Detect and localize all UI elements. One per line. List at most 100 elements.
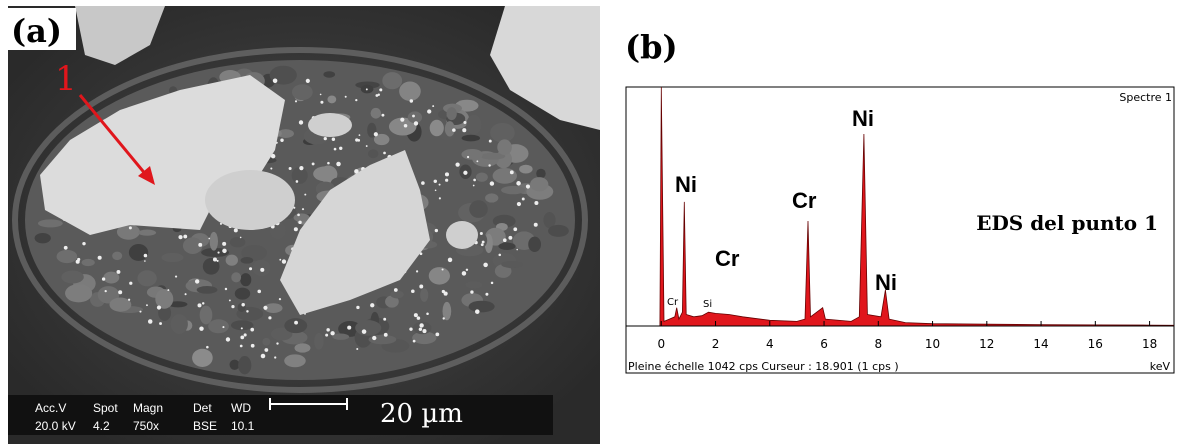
speck [311, 162, 315, 166]
speck [503, 238, 507, 243]
grain [332, 333, 350, 340]
speck [231, 305, 235, 309]
speck [452, 128, 456, 132]
speck [331, 137, 336, 141]
speck [156, 305, 162, 310]
spectrum-line [659, 86, 1175, 327]
grain [492, 167, 517, 184]
speck [462, 128, 467, 133]
speck [326, 328, 330, 332]
speck [336, 161, 341, 167]
speck [441, 268, 444, 271]
speck [525, 184, 531, 189]
grain [412, 331, 437, 345]
grain [390, 290, 404, 299]
speck [101, 277, 106, 281]
scale-label: 20 µm [380, 399, 463, 429]
grain [270, 327, 293, 341]
speck [239, 344, 243, 348]
speck [104, 290, 107, 293]
speck [370, 303, 375, 308]
speck [534, 200, 539, 205]
speck [288, 166, 292, 171]
speck [147, 319, 153, 324]
speck [421, 181, 425, 185]
speck [304, 193, 307, 196]
grain [230, 320, 254, 331]
speck [240, 335, 245, 340]
grain [429, 119, 444, 137]
grain [202, 257, 220, 275]
grain [367, 149, 379, 159]
speck [159, 322, 162, 325]
speck [276, 342, 279, 345]
grain [469, 200, 488, 218]
speck [240, 327, 243, 330]
speck [490, 281, 494, 285]
speck [476, 160, 479, 163]
grain [161, 252, 184, 263]
speck [280, 138, 284, 142]
speck [260, 267, 265, 272]
note: EDS del punto 1 [976, 211, 1158, 235]
speck [323, 136, 327, 141]
speck [409, 327, 413, 331]
grain [407, 111, 423, 124]
grain [61, 270, 84, 284]
speck [294, 100, 298, 103]
speck [415, 270, 419, 273]
speck [225, 337, 231, 342]
speck [217, 251, 220, 254]
speck [461, 271, 467, 276]
grain [323, 71, 336, 78]
speck [222, 248, 227, 254]
speck [183, 234, 188, 239]
speck [325, 333, 329, 337]
speck [233, 228, 238, 233]
speck [379, 88, 383, 92]
speck [445, 178, 449, 182]
speck [199, 326, 204, 331]
x-tick-label: 16 [1088, 337, 1103, 351]
spectrum-title: Spectre 1 [1119, 91, 1172, 104]
grain [319, 165, 338, 184]
speck [139, 310, 142, 313]
speck [206, 345, 209, 349]
speck [354, 169, 359, 174]
speck [383, 317, 387, 321]
speck [479, 231, 483, 235]
grain [252, 259, 271, 277]
point-marker: 1 [55, 59, 77, 99]
speck [409, 99, 414, 103]
grain [284, 318, 308, 334]
speck [470, 290, 474, 294]
speck [224, 287, 228, 291]
speck [443, 291, 448, 296]
speck [383, 151, 386, 155]
speck [455, 162, 460, 167]
peak-label: Cr [667, 297, 679, 308]
speck [508, 235, 513, 240]
speck [498, 253, 502, 257]
speck [463, 120, 467, 124]
x-tick-label: 2 [712, 337, 720, 351]
speck [298, 220, 302, 225]
speck [344, 95, 347, 98]
speck [412, 339, 416, 343]
speck [279, 258, 282, 261]
speck [442, 317, 445, 320]
grain [209, 231, 219, 251]
grain [468, 300, 495, 313]
grain [103, 271, 120, 284]
speck [330, 331, 335, 336]
speck [480, 243, 484, 247]
speck [473, 178, 476, 182]
speck [243, 333, 247, 337]
speck [293, 206, 296, 209]
grain [208, 319, 229, 334]
arrow [78, 94, 149, 177]
speck [246, 310, 249, 313]
grain [388, 117, 417, 136]
speck [434, 228, 439, 233]
grain [497, 139, 512, 155]
